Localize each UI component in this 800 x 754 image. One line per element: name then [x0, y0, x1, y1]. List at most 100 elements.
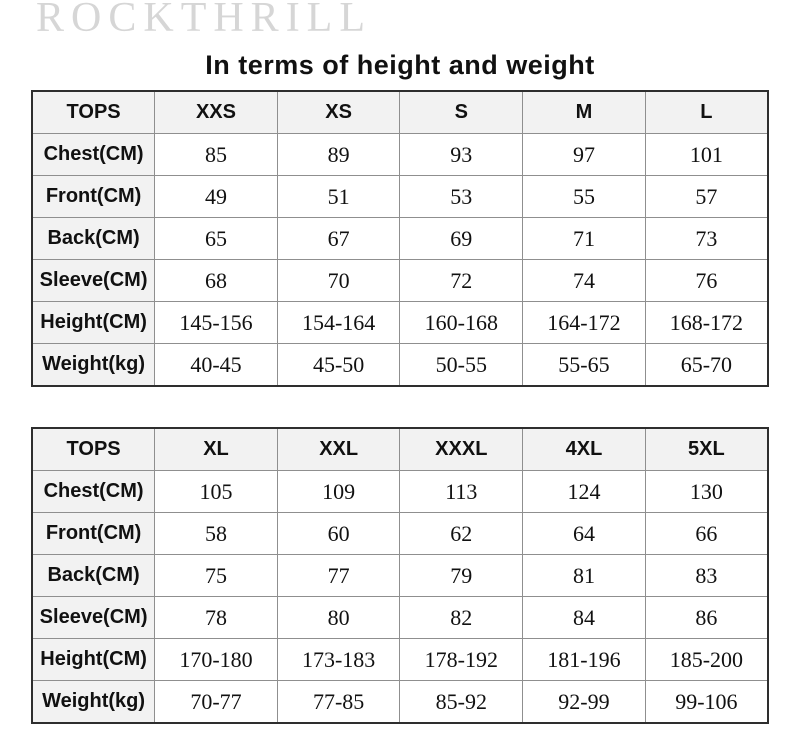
data-cell: 51: [276, 175, 401, 218]
size-column-header: XS: [276, 90, 401, 134]
size-column-header: S: [399, 90, 524, 134]
data-cell: 145-156: [154, 301, 278, 344]
data-cell: 164-172: [522, 301, 646, 344]
row-label: Weight(kg): [31, 680, 156, 724]
table-row: Back(CM) 75 77 79 81 83: [31, 554, 769, 597]
row-label: Back(CM): [31, 217, 156, 260]
data-cell: 69: [399, 217, 524, 260]
size-column-header: 4XL: [522, 427, 646, 471]
size-column-header: XXL: [276, 427, 401, 471]
data-cell: 124: [522, 470, 646, 513]
data-cell: 71: [522, 217, 646, 260]
data-cell: 40-45: [154, 343, 278, 387]
page-title: In terms of height and weight: [205, 50, 595, 80]
data-cell: 84: [522, 596, 646, 639]
data-cell: 113: [399, 470, 524, 513]
table-row: Front(CM) 49 51 53 55 57: [31, 175, 769, 218]
data-cell: 60: [276, 512, 401, 555]
row-label: Chest(CM): [31, 470, 156, 513]
table-row: Back(CM) 65 67 69 71 73: [31, 217, 769, 260]
data-cell: 97: [522, 133, 646, 176]
data-cell: 168-172: [644, 301, 769, 344]
data-cell: 66: [644, 512, 769, 555]
data-cell: 55: [522, 175, 646, 218]
row-label: Sleeve(CM): [31, 259, 156, 302]
table-row: Height(CM) 170-180 173-183 178-192 181-196 18…: [31, 638, 769, 681]
table-row: Weight(kg) 70-77 77-85 85-92 92-99 99-106: [31, 680, 769, 724]
data-cell: 80: [276, 596, 401, 639]
table-row: Sleeve(CM) 68 70 72 74 76: [31, 259, 769, 302]
header-row: TOPS XXS XS S M L: [31, 90, 769, 134]
row-label: Front(CM): [31, 512, 156, 555]
data-cell: 65: [154, 217, 278, 260]
size-column-header: XXS: [154, 90, 278, 134]
data-cell: 77-85: [276, 680, 401, 724]
data-cell: 77: [276, 554, 401, 597]
data-cell: 45-50: [276, 343, 401, 387]
data-cell: 86: [644, 596, 769, 639]
size-column-header: L: [644, 90, 769, 134]
data-cell: 72: [399, 259, 524, 302]
table-row: Sleeve(CM) 78 80 82 84 86: [31, 596, 769, 639]
table-row: Chest(CM) 105 109 113 124 130: [31, 470, 769, 513]
header-row: TOPS XL XXL XXXL 4XL 5XL: [31, 427, 769, 471]
data-cell: 130: [644, 470, 769, 513]
table-row: Front(CM) 58 60 62 64 66: [31, 512, 769, 555]
data-cell: 109: [276, 470, 401, 513]
data-cell: 53: [399, 175, 524, 218]
data-cell: 178-192: [399, 638, 524, 681]
data-cell: 81: [522, 554, 646, 597]
size-table-small-sizes: TOPS XXS XS S M L Chest(CM) 85 89 93 97 101 Front(CM…: [31, 90, 769, 387]
data-cell: 154-164: [276, 301, 401, 344]
data-cell: 82: [399, 596, 524, 639]
data-cell: 65-70: [644, 343, 769, 387]
data-cell: 74: [522, 259, 646, 302]
row-label: Front(CM): [31, 175, 156, 218]
row-label: Chest(CM): [31, 133, 156, 176]
data-cell: 101: [644, 133, 769, 176]
size-column-header: XL: [154, 427, 278, 471]
data-cell: 78: [154, 596, 278, 639]
size-table-large-sizes: TOPS XL XXL XXXL 4XL 5XL Chest(CM) 105 109 113 124…: [31, 427, 769, 724]
data-cell: 67: [276, 217, 401, 260]
data-cell: 83: [644, 554, 769, 597]
row-label: Height(CM): [31, 638, 156, 681]
row-label: Height(CM): [31, 301, 156, 344]
data-cell: 76: [644, 259, 769, 302]
data-cell: 185-200: [644, 638, 769, 681]
data-cell: 55-65: [522, 343, 646, 387]
data-cell: 181-196: [522, 638, 646, 681]
corner-header: TOPS: [31, 427, 156, 471]
data-cell: 173-183: [276, 638, 401, 681]
data-cell: 70: [276, 259, 401, 302]
data-cell: 73: [644, 217, 769, 260]
data-cell: 49: [154, 175, 278, 218]
data-cell: 64: [522, 512, 646, 555]
data-cell: 70-77: [154, 680, 278, 724]
row-label: Sleeve(CM): [31, 596, 156, 639]
data-cell: 105: [154, 470, 278, 513]
row-label: Weight(kg): [31, 343, 156, 387]
data-cell: 160-168: [399, 301, 524, 344]
table-row: Chest(CM) 85 89 93 97 101: [31, 133, 769, 176]
data-cell: 93: [399, 133, 524, 176]
brand-logo: ROCKTHRILL: [36, 0, 372, 41]
corner-header: TOPS: [31, 90, 156, 134]
table-row: Height(CM) 145-156 154-164 160-168 164-172 16…: [31, 301, 769, 344]
data-cell: 57: [644, 175, 769, 218]
data-cell: 75: [154, 554, 278, 597]
data-cell: 79: [399, 554, 524, 597]
table-row: Weight(kg) 40-45 45-50 50-55 55-65 65-70: [31, 343, 769, 387]
data-cell: 68: [154, 259, 278, 302]
size-column-header: M: [522, 90, 646, 134]
data-cell: 85-92: [399, 680, 524, 724]
data-cell: 58: [154, 512, 278, 555]
data-cell: 92-99: [522, 680, 646, 724]
data-cell: 170-180: [154, 638, 278, 681]
size-column-header: 5XL: [644, 427, 769, 471]
data-cell: 89: [276, 133, 401, 176]
row-label: Back(CM): [31, 554, 156, 597]
data-cell: 50-55: [399, 343, 524, 387]
size-column-header: XXXL: [399, 427, 524, 471]
